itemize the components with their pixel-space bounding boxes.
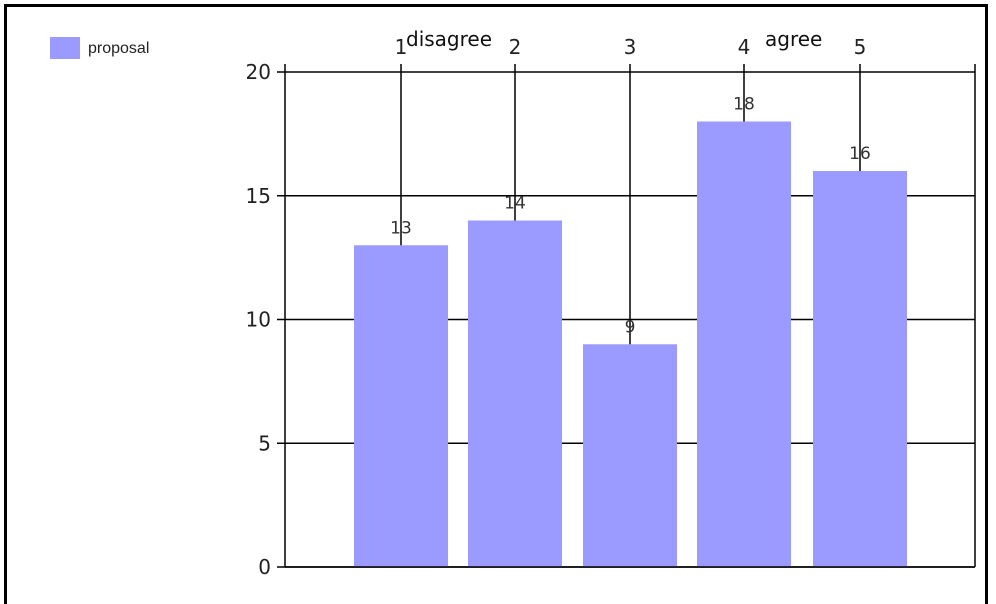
annotation-disagree: disagree	[406, 27, 492, 51]
bar-4	[697, 121, 791, 567]
bar-3	[583, 344, 677, 567]
data-label-2: 14	[504, 194, 526, 214]
bar-2	[468, 220, 562, 567]
data-label-4: 18	[733, 95, 755, 115]
x-tick-label-5: 5	[854, 35, 867, 59]
data-label-5: 16	[849, 144, 871, 164]
y-tick-label-0: 0	[258, 555, 271, 579]
y-tick-label-15: 15	[246, 184, 271, 208]
bar-5	[813, 171, 907, 567]
y-tick-label-5: 5	[258, 431, 271, 455]
legend-label-proposal: proposal	[88, 40, 149, 57]
data-label-1: 13	[390, 218, 412, 238]
axis-layer	[284, 64, 976, 568]
bar-1	[354, 245, 448, 567]
annotation-agree: agree	[765, 27, 822, 51]
bars-layer	[354, 121, 907, 567]
y-tick-label-20: 20	[246, 60, 271, 84]
legend: proposal	[50, 37, 149, 59]
x-tick-label-4: 4	[738, 35, 751, 59]
y-tick-label-10: 10	[246, 308, 271, 332]
labels-layer: 0 5 10 15 20 1 2 3 4 5 13 14 9 18 16	[246, 35, 871, 579]
x-tick-label-2: 2	[509, 35, 522, 59]
x-tick-label-1: 1	[395, 35, 408, 59]
legend-swatch	[50, 37, 80, 59]
category-lines-layer	[400, 64, 861, 345]
data-label-3: 9	[625, 317, 636, 337]
x-tick-label-3: 3	[624, 35, 637, 59]
